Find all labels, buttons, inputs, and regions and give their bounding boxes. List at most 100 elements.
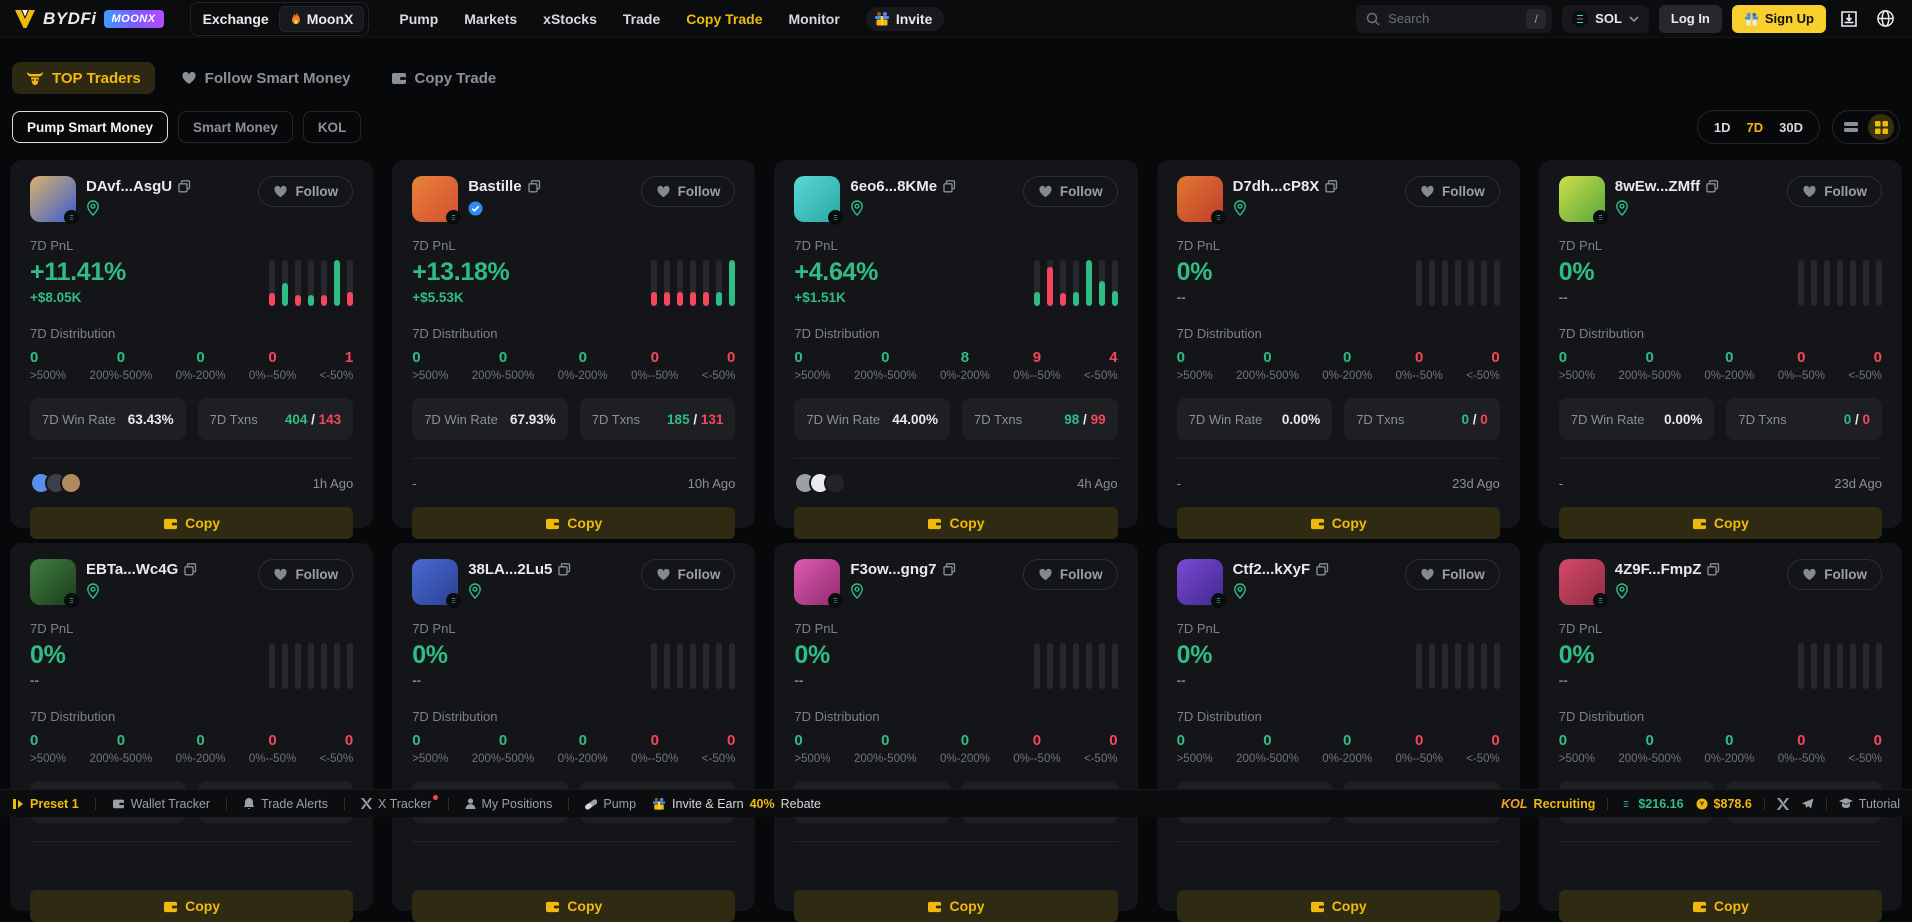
range-1d[interactable]: 1D bbox=[1713, 119, 1731, 135]
avatar[interactable] bbox=[1176, 559, 1226, 608]
trader-name[interactable]: DAvf...AsgU bbox=[86, 178, 173, 195]
location-pin-icon[interactable] bbox=[850, 200, 864, 216]
nav-trade[interactable]: Trade bbox=[622, 10, 661, 27]
avatar[interactable] bbox=[30, 176, 79, 225]
search-input[interactable] bbox=[1388, 11, 1519, 26]
subtab-kol[interactable]: KOL bbox=[302, 111, 362, 143]
copy-trade-button[interactable]: Copy bbox=[1176, 507, 1500, 539]
location-pin-icon[interactable] bbox=[86, 200, 100, 216]
trader-name[interactable]: EBTa...Wc4G bbox=[86, 561, 179, 578]
copy-address-icon[interactable] bbox=[558, 563, 571, 576]
copy-trade-button[interactable]: Copy bbox=[1558, 507, 1882, 539]
pump-button[interactable]: Pump bbox=[585, 797, 636, 811]
signup-button[interactable]: Sign Up bbox=[1731, 4, 1826, 33]
language-button[interactable] bbox=[1872, 6, 1898, 32]
copy-trade-button[interactable]: Copy bbox=[1558, 890, 1882, 922]
location-pin-icon[interactable] bbox=[1233, 200, 1247, 216]
copy-trade-button[interactable]: Copy bbox=[794, 890, 1118, 922]
trader-name[interactable]: Ctf2...kXyF bbox=[1232, 561, 1311, 578]
follow-button[interactable]: Follow bbox=[258, 176, 354, 207]
wallet-tracker-button[interactable]: Wallet Tracker bbox=[112, 797, 210, 811]
range-7d[interactable]: 7D bbox=[1746, 119, 1764, 135]
avatar[interactable] bbox=[1558, 176, 1608, 225]
nav-exchange[interactable]: Exchange bbox=[202, 10, 269, 27]
avatar[interactable] bbox=[1176, 176, 1226, 225]
follow-button[interactable]: Follow bbox=[1787, 559, 1882, 590]
location-pin-icon[interactable] bbox=[1233, 583, 1247, 599]
trader-name[interactable]: 8wEw...ZMff bbox=[1614, 178, 1701, 195]
invite-earn-button[interactable]: Invite & Earn 40% Rebate bbox=[652, 797, 821, 811]
trader-name[interactable]: 4Z9F...FmpZ bbox=[1614, 561, 1702, 578]
location-pin-icon[interactable] bbox=[468, 583, 482, 599]
copy-address-icon[interactable] bbox=[1325, 180, 1338, 193]
nav-copy-trade[interactable]: Copy Trade bbox=[686, 10, 763, 27]
grid-view-button[interactable] bbox=[1868, 114, 1894, 140]
avatar[interactable] bbox=[30, 559, 79, 608]
x-tracker-button[interactable]: X Tracker bbox=[361, 794, 438, 811]
preset-button[interactable]: Preset 1 bbox=[12, 797, 79, 811]
login-button[interactable]: Log In bbox=[1658, 4, 1722, 33]
avatar[interactable] bbox=[794, 559, 844, 608]
copy-trade-button[interactable]: Copy bbox=[412, 890, 736, 922]
brand-logo[interactable]: BYDFi MOONX bbox=[14, 9, 164, 29]
subtab-smart-money[interactable]: Smart Money bbox=[178, 111, 293, 143]
follow-button[interactable]: Follow bbox=[640, 176, 736, 207]
nav-xstocks[interactable]: xStocks bbox=[543, 10, 597, 27]
nav-markets[interactable]: Markets bbox=[464, 10, 518, 27]
copy-address-icon[interactable] bbox=[1707, 563, 1720, 576]
nav-moonx[interactable]: MoonX bbox=[278, 5, 365, 32]
copy-address-icon[interactable] bbox=[1316, 563, 1329, 576]
follow-button[interactable]: Follow bbox=[1405, 176, 1500, 207]
follow-button[interactable]: Follow bbox=[1787, 176, 1882, 207]
copy-address-icon[interactable] bbox=[1706, 180, 1719, 193]
location-pin-icon[interactable] bbox=[850, 583, 864, 599]
download-app-button[interactable] bbox=[1836, 6, 1862, 32]
copy-address-icon[interactable] bbox=[943, 180, 956, 193]
nav-pump[interactable]: Pump bbox=[399, 10, 439, 27]
copy-trade-button[interactable]: Copy bbox=[412, 507, 736, 539]
trade-alerts-button[interactable]: Trade Alerts bbox=[243, 797, 328, 811]
avatar[interactable] bbox=[1558, 559, 1608, 608]
x-social-link[interactable] bbox=[1776, 797, 1789, 810]
follow-button[interactable]: Follow bbox=[258, 559, 354, 590]
follow-button[interactable]: Follow bbox=[1022, 176, 1118, 207]
location-pin-icon[interactable] bbox=[1615, 583, 1629, 599]
trader-name[interactable]: 38LA...2Lu5 bbox=[468, 561, 553, 578]
telegram-link[interactable] bbox=[1801, 798, 1814, 810]
copy-trade-button[interactable]: Copy bbox=[1176, 890, 1500, 922]
kol-recruiting-link[interactable]: KOL Recruiting bbox=[1501, 797, 1595, 811]
follow-button[interactable]: Follow bbox=[640, 559, 736, 590]
copy-address-icon[interactable] bbox=[178, 180, 191, 193]
avatar[interactable] bbox=[794, 176, 844, 225]
follow-button[interactable]: Follow bbox=[1405, 559, 1500, 590]
trader-name[interactable]: D7dh...cP8X bbox=[1232, 178, 1320, 195]
copy-trade-button[interactable]: Copy bbox=[794, 507, 1118, 539]
trader-name[interactable]: 6eo6...8KMe bbox=[850, 178, 938, 195]
tab-copy-trade[interactable]: Copy Trade bbox=[377, 62, 511, 94]
my-positions-button[interactable]: My Positions bbox=[465, 797, 552, 811]
tab-follow-smart-money[interactable]: Follow Smart Money bbox=[167, 62, 365, 94]
nav-monitor[interactable]: Monitor bbox=[788, 10, 840, 27]
copy-trade-button[interactable]: Copy bbox=[30, 890, 354, 922]
nav-invite[interactable]: Invite bbox=[865, 6, 945, 31]
copy-trade-button[interactable]: Copy bbox=[30, 507, 354, 539]
chain-selector[interactable]: SOL bbox=[1562, 4, 1649, 33]
avatar[interactable] bbox=[412, 176, 462, 225]
copy-address-icon[interactable] bbox=[942, 563, 956, 576]
token-price[interactable]: $878.6 bbox=[1696, 797, 1752, 811]
location-pin-icon[interactable] bbox=[86, 583, 100, 599]
location-pin-icon[interactable] bbox=[1615, 200, 1629, 216]
list-view-button[interactable] bbox=[1838, 114, 1864, 140]
subtab-pump-smart-money[interactable]: Pump Smart Money bbox=[12, 111, 169, 143]
range-30d[interactable]: 30D bbox=[1779, 119, 1803, 135]
trader-name[interactable]: Bastille bbox=[468, 178, 522, 195]
tutorial-link[interactable]: Tutorial bbox=[1838, 797, 1900, 811]
sol-price[interactable]: $216.16 bbox=[1620, 797, 1684, 811]
search-box[interactable]: / bbox=[1356, 4, 1553, 33]
copy-address-icon[interactable] bbox=[527, 180, 541, 193]
tab-top-traders[interactable]: TOP Traders bbox=[12, 62, 155, 94]
copy-address-icon[interactable] bbox=[184, 563, 197, 576]
trader-name[interactable]: F3ow...gng7 bbox=[850, 561, 937, 578]
follow-button[interactable]: Follow bbox=[1022, 559, 1118, 590]
avatar[interactable] bbox=[412, 559, 462, 608]
